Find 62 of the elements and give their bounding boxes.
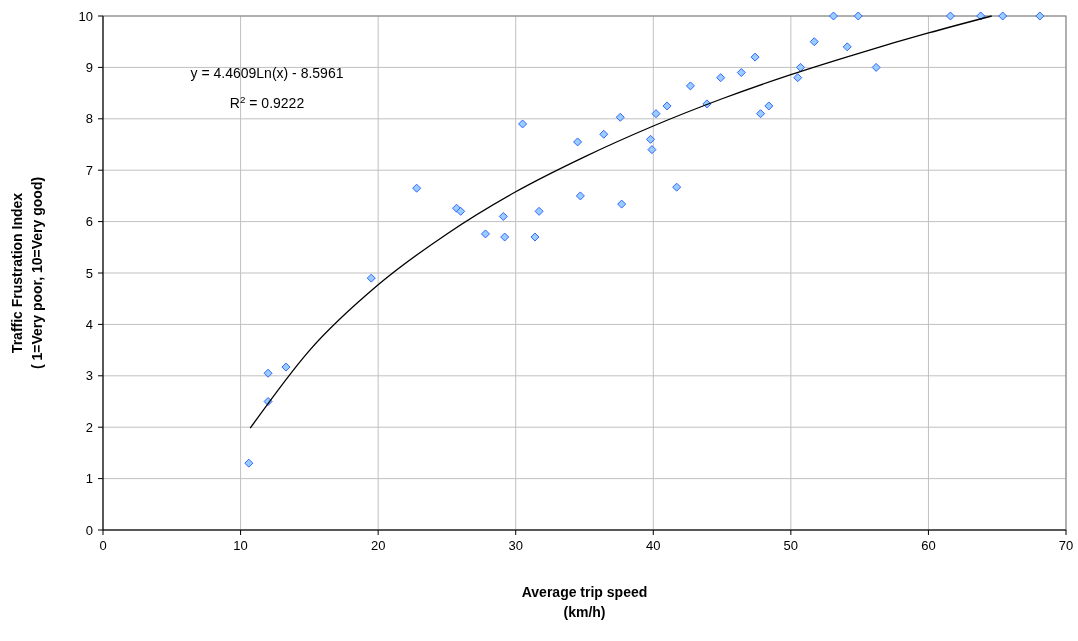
point: [998, 11, 1008, 21]
point: [263, 368, 273, 378]
x-tick-label: 20: [370, 538, 386, 553]
y-tick-label: 9: [85, 59, 93, 75]
point: [976, 11, 986, 21]
point: [853, 11, 863, 21]
point: [646, 134, 656, 144]
annotation: y = 4.4609Ln(x) - 8.5961: [190, 65, 344, 81]
point: [685, 81, 695, 91]
x-tick-label: 50: [783, 538, 799, 553]
y-tick-label: 8: [85, 111, 93, 127]
point: [672, 182, 682, 192]
point: [647, 145, 657, 155]
point: [764, 101, 774, 111]
x-tick-label: 0: [99, 538, 107, 553]
point: [829, 11, 838, 21]
point: [366, 273, 376, 283]
point: [518, 119, 528, 129]
point: [945, 11, 955, 21]
y-tick-label: 7: [85, 162, 93, 178]
y-tick-label: 0: [85, 522, 93, 538]
point: [599, 129, 609, 139]
point: [575, 191, 585, 201]
y-tick-label: 5: [85, 265, 93, 281]
x-tick-label: 10: [233, 538, 248, 553]
point: [530, 232, 540, 242]
point: [750, 52, 760, 62]
point: [573, 137, 583, 147]
point: [871, 62, 881, 72]
point: [651, 109, 661, 119]
point: [795, 62, 805, 72]
point: [500, 232, 510, 242]
x-tick-label: 40: [646, 538, 661, 553]
point: [456, 206, 466, 216]
point: [716, 73, 726, 83]
point: [534, 206, 544, 216]
y-tick-label: 4: [85, 316, 93, 332]
y-tick-label: 3: [85, 368, 93, 384]
y-tick-label: 1: [85, 471, 93, 487]
point: [809, 37, 819, 47]
point: [1035, 11, 1045, 21]
point: [662, 101, 672, 111]
point: [793, 73, 803, 83]
point: [281, 362, 291, 372]
point: [736, 68, 746, 78]
y-axis-title: Traffic Frustration Index ( 1=Very poor, 10=Very good): [9, 176, 45, 370]
annotation: R$^{2}$ = 0.9222: [229, 93, 305, 111]
y-tick-label: 2: [85, 419, 93, 435]
x-tick-label: 70: [1058, 538, 1074, 553]
y-tick-label: 10: [78, 8, 93, 24]
point: [615, 112, 625, 122]
point: [244, 458, 254, 468]
x-tick-label: 30: [508, 538, 523, 553]
x-axis-title: Average trip speed (km/h): [521, 584, 648, 620]
point: [756, 109, 766, 119]
point: [842, 42, 852, 52]
x-tick-label: 60: [921, 538, 936, 553]
point: [498, 211, 508, 221]
point: [412, 183, 422, 193]
y-tick-label: 6: [85, 214, 93, 230]
point: [480, 229, 490, 239]
point: [617, 199, 627, 209]
